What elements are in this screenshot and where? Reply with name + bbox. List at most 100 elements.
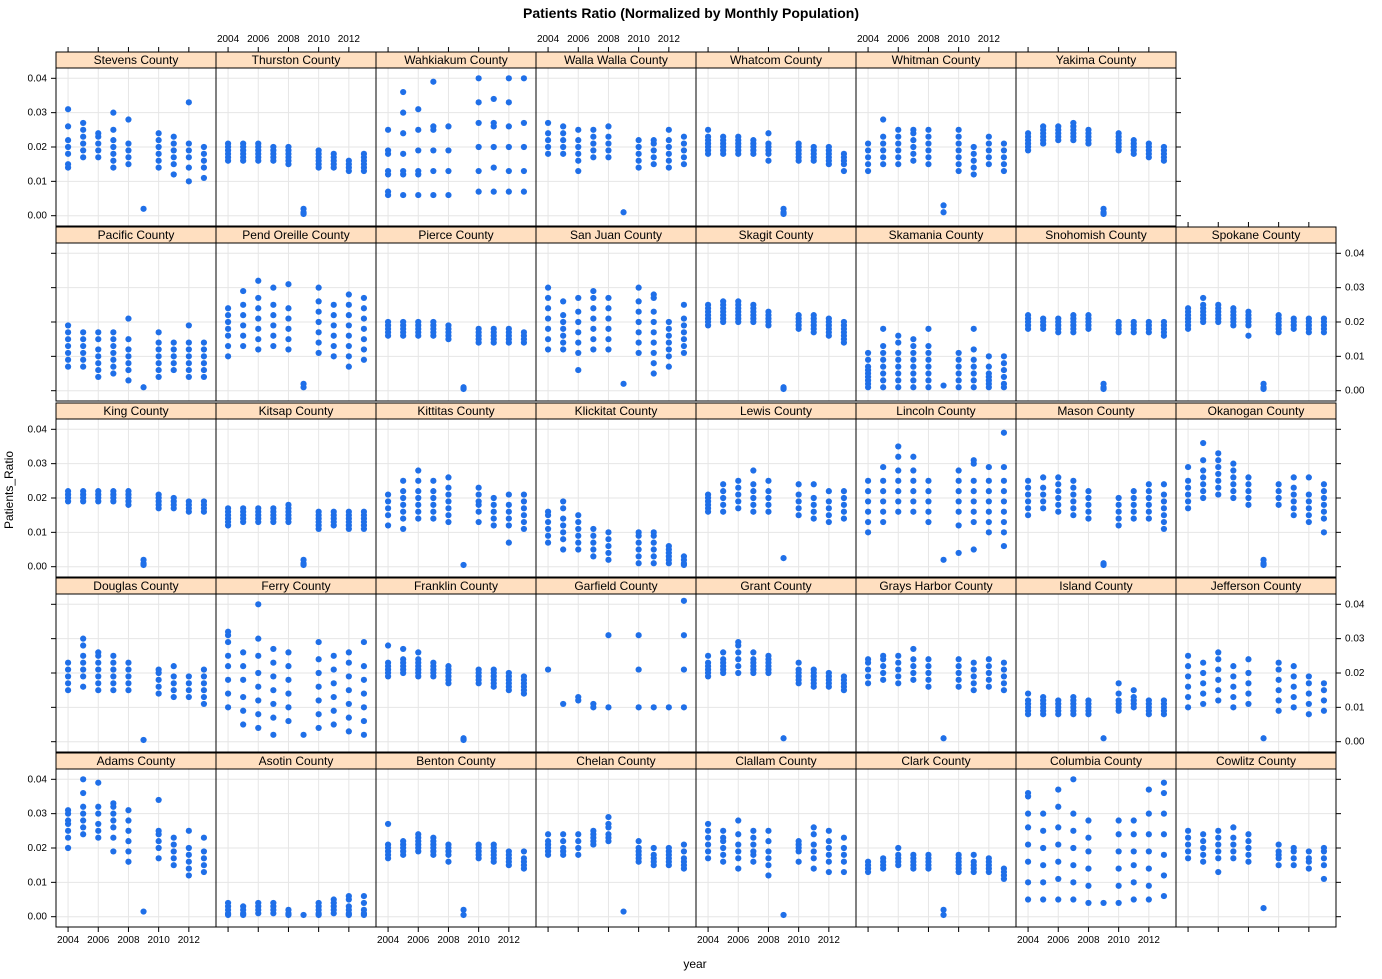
data-point <box>1070 827 1077 834</box>
data-point <box>544 336 552 343</box>
data-point <box>475 498 482 505</box>
data-point <box>970 377 977 384</box>
data-point <box>720 827 727 834</box>
data-point <box>1000 666 1008 673</box>
data-point <box>270 687 277 694</box>
data-point <box>445 498 452 505</box>
data-point <box>315 683 322 690</box>
data-point <box>925 147 932 154</box>
data-point <box>544 294 552 302</box>
data-point <box>1040 862 1047 869</box>
data-point <box>810 666 817 673</box>
data-point <box>345 714 352 721</box>
data-point <box>1245 844 1252 852</box>
data-point <box>520 491 528 498</box>
data-point <box>200 693 208 701</box>
data-point <box>1040 474 1047 481</box>
data-point <box>970 680 977 687</box>
data-point <box>925 377 932 384</box>
data-point <box>315 724 322 732</box>
data-point <box>1320 494 1328 502</box>
data-point <box>925 133 932 140</box>
data-point <box>910 349 917 357</box>
data-point <box>955 669 962 677</box>
data-point <box>1070 119 1077 127</box>
data-point <box>270 673 277 680</box>
data-point <box>415 477 422 484</box>
x-tick-label: 2008 <box>1077 935 1100 946</box>
data-point <box>1184 491 1192 498</box>
data-point <box>575 525 582 533</box>
data-point <box>1260 556 1267 563</box>
y-tick-label: 0.04 <box>28 73 48 84</box>
data-point <box>1115 130 1122 137</box>
data-point <box>704 659 712 666</box>
data-point <box>1320 529 1328 536</box>
data-point <box>80 683 87 690</box>
data-point <box>400 501 407 508</box>
data-point <box>1145 810 1152 817</box>
data-point <box>635 339 642 346</box>
data-point <box>170 154 177 161</box>
x-tick-label: 2010 <box>148 935 171 946</box>
data-point <box>735 663 742 670</box>
data-point <box>650 329 657 336</box>
data-point <box>1200 690 1207 697</box>
data-point <box>505 515 512 522</box>
data-point <box>255 325 262 332</box>
y-tick-label: 0.00 <box>1345 386 1365 397</box>
data-point <box>1200 831 1207 838</box>
data-point <box>590 525 597 533</box>
panel-axes: 2004 2006 2008 2010 2012 <box>1017 927 1160 946</box>
data-point <box>1200 700 1207 708</box>
x-tick-label: 2012 <box>1138 935 1161 946</box>
data-point <box>1040 810 1047 817</box>
data-point <box>95 803 102 810</box>
data-point <box>270 332 277 339</box>
data-point <box>430 501 437 508</box>
data-point <box>1040 505 1047 512</box>
data-point <box>704 133 712 140</box>
data-point <box>1275 488 1282 495</box>
data-point <box>665 318 672 326</box>
data-point <box>1115 690 1122 697</box>
data-point <box>345 322 352 329</box>
data-point <box>940 202 947 209</box>
data-point <box>1200 669 1207 677</box>
y-tick-label: 0.03 <box>28 459 48 470</box>
data-point <box>605 831 612 838</box>
data-point <box>864 167 872 175</box>
data-point <box>970 477 977 484</box>
data-point <box>575 838 582 845</box>
panel-strip-label: Grays Harbor County <box>879 579 992 593</box>
data-point <box>330 707 337 714</box>
data-point <box>400 150 407 157</box>
data-point <box>224 652 232 659</box>
data-point <box>665 164 672 171</box>
data-point <box>544 150 552 157</box>
panel-strip-label: Kittitas County <box>417 404 494 418</box>
data-point <box>825 518 832 526</box>
data-point <box>544 137 552 144</box>
data-point <box>80 776 87 783</box>
data-point <box>575 318 582 326</box>
data-point <box>1085 312 1092 319</box>
data-point <box>1200 474 1207 481</box>
data-point <box>765 130 772 137</box>
data-point <box>1260 905 1267 912</box>
data-point <box>475 167 482 175</box>
data-point <box>140 556 147 563</box>
panel-axes: 0.000.010.020.030.04 <box>28 424 56 573</box>
data-point <box>985 161 992 168</box>
data-point <box>680 322 688 329</box>
data-point <box>475 508 482 515</box>
data-point <box>1184 484 1192 491</box>
data-point <box>475 99 482 106</box>
panel: Wahkiakum County <box>375 47 537 227</box>
data-point <box>345 659 352 666</box>
data-point <box>64 680 72 687</box>
data-point <box>170 693 177 701</box>
data-point <box>590 325 597 332</box>
data-point <box>1275 481 1282 488</box>
data-point <box>1305 855 1312 862</box>
